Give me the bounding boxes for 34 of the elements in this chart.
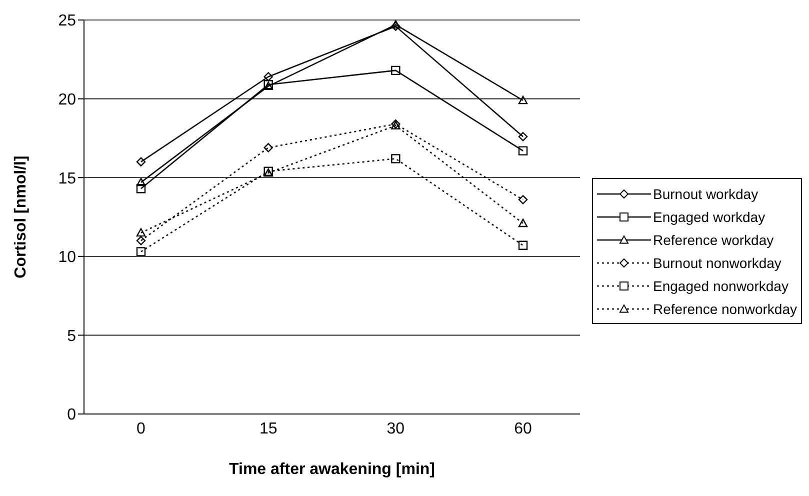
point [136,247,146,256]
x-tick-label: 15 [259,420,278,438]
legend-label: Burnout nonworkday [653,254,782,270]
legend-label: Engaged nonworkday [653,278,788,294]
point [136,236,146,246]
point [136,228,146,237]
x-axis-title: Time after awakening [min] [229,461,435,478]
point [518,132,528,142]
y-tick-label: 15 [58,170,76,188]
y-axis-title: Cortisol [nmol/l] [12,156,30,278]
point [136,178,146,186]
point [518,240,528,250]
legend-label: Reference nonworkday [653,300,797,316]
legend-label: Burnout workday [653,186,758,202]
x-tick-label: 0 [136,420,146,438]
point [518,218,528,228]
x-tick-label: 60 [514,420,532,438]
legend-label: Engaged workday [653,208,766,224]
point [391,66,400,76]
y-tick-label: 20 [58,91,76,108]
point [136,157,146,166]
point [518,96,528,104]
y-tick-label: 5 [67,328,76,345]
point [264,72,273,82]
point [391,154,400,164]
point [264,143,273,152]
x-tick-label: 30 [386,420,405,438]
y-tick-label: 10 [58,249,76,266]
point [136,184,146,194]
point [518,195,528,204]
legend-label: Reference workday [653,232,774,248]
y-tick-label: 25 [58,12,76,30]
y-tick-label: 0 [67,406,76,424]
point [518,146,528,156]
